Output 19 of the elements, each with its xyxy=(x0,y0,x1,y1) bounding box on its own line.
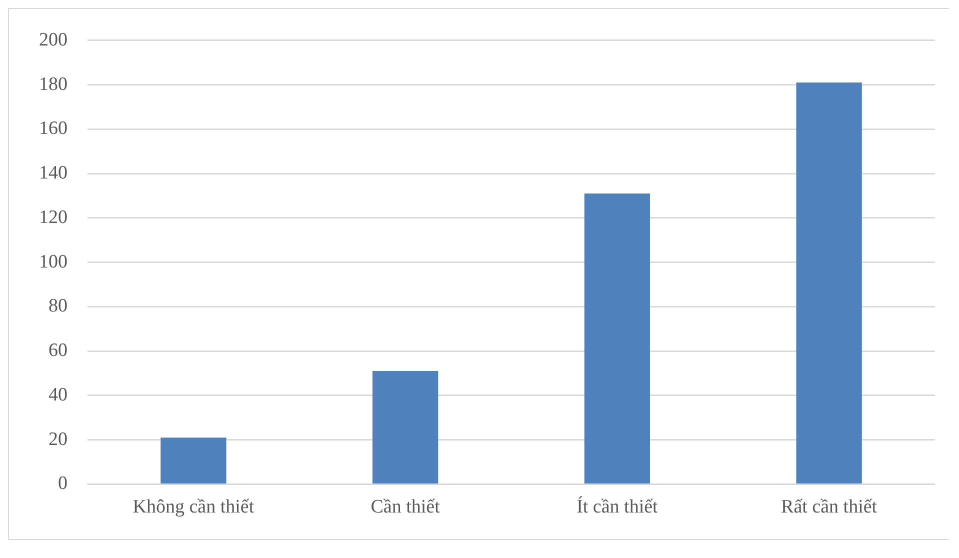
y-tick-label: 0 xyxy=(58,473,68,494)
y-tick-label: 60 xyxy=(48,340,68,362)
y-tick-label: 140 xyxy=(39,162,68,184)
y-tick-label: 160 xyxy=(39,118,68,140)
y-tick-label: 180 xyxy=(39,74,68,95)
y-tick-label: 80 xyxy=(48,296,68,317)
bar xyxy=(160,438,226,484)
y-tick-label: 100 xyxy=(39,251,68,272)
bar xyxy=(372,371,438,484)
y-tick-label: 40 xyxy=(48,384,68,406)
x-tick-label: Cần thiết xyxy=(370,496,441,518)
bar xyxy=(584,194,650,484)
x-tick-label: Ít cần thiết xyxy=(576,496,659,518)
y-tick-label: 20 xyxy=(48,428,68,450)
bar xyxy=(796,82,862,484)
y-tick-label: 200 xyxy=(39,29,68,50)
x-tick-label: Rất cần thiết xyxy=(781,496,878,518)
y-tick-label: 120 xyxy=(39,206,68,228)
x-tick-label: Không cần thiết xyxy=(132,496,255,518)
